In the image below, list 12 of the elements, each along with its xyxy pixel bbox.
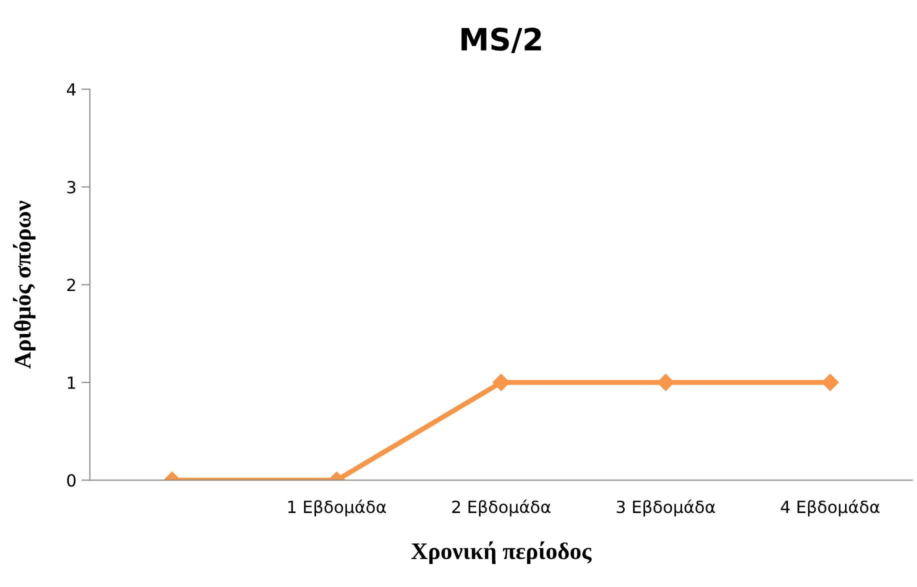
- y-tick-label: 0: [67, 474, 76, 487]
- x-axis-title: Χρονική περίοδος: [411, 541, 592, 564]
- x-tick-label: 2 Εβδομάδα: [452, 500, 550, 516]
- x-tick-label: 4 Εβδομάδα: [780, 500, 880, 516]
- y-tick-label: 3: [67, 180, 76, 194]
- chart-title: MS/2: [462, 28, 541, 54]
- x-tick-label: 3 Εβδομάδα: [616, 500, 715, 516]
- y-axis-title: Αριθμός σπόρων: [12, 200, 36, 369]
- y-tick-label: 2: [67, 278, 75, 292]
- y-tick-label: 1: [68, 376, 76, 389]
- x-tick-label: 1 Εβδομάδα: [288, 500, 386, 516]
- y-tick-label: 4: [66, 83, 76, 96]
